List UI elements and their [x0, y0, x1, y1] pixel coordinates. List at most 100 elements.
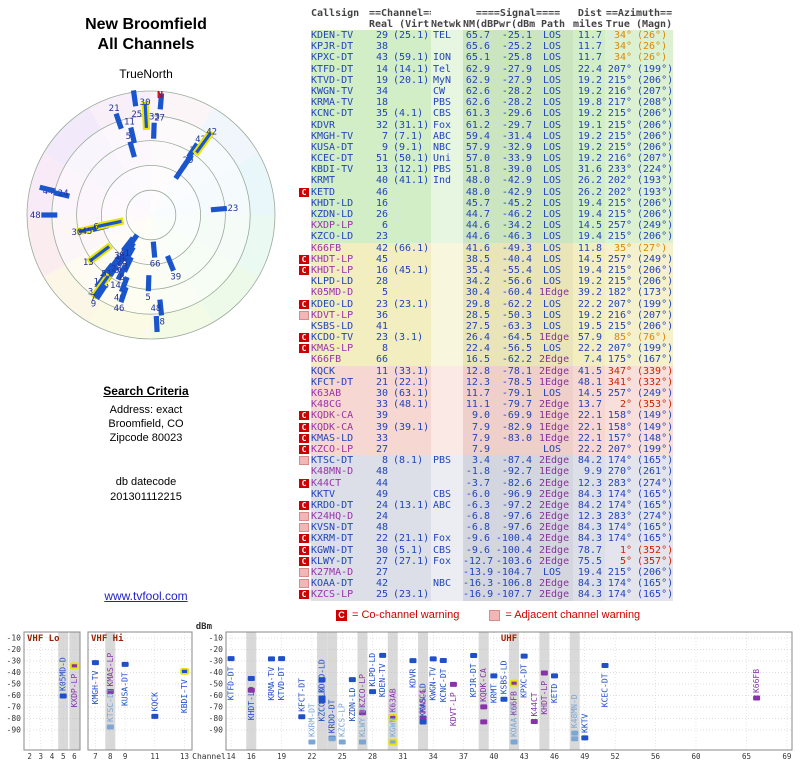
chart-station-label: K63AB [388, 688, 397, 712]
chart-station-label: KXDP-LP [70, 674, 79, 708]
chart-station-bar [247, 687, 255, 693]
table-row: KDVR 32 (31.1) Fox 61.2 -29.7 LOS 19.1 215° (206°… [298, 119, 673, 131]
radar-station-bar [157, 299, 165, 316]
channel-tick-label: 9 [123, 752, 128, 761]
table-row: C KQDK-CA 39 9.0 -69.9 1Edge 22.1 158° (149°) [298, 410, 673, 422]
adjacent-channel-warning-label: = Adjacent channel warning [505, 609, 641, 621]
table-row: KTFD-DT 14 (14.1) Tel 62.9 -27.9 LOS 22.4 207° (1… [298, 63, 673, 75]
chart-station-label: KCNC-DT [439, 668, 448, 702]
co-channel-warning-marker: C [299, 265, 309, 275]
page-subtitle: All Channels [97, 36, 195, 53]
dbm-tick-label: -90 [7, 726, 22, 735]
radar-channel-label: 24 [58, 189, 69, 199]
table-header-row-2: Real (Virt) Netwk NM(dB) Pwr(dBm) Path m… [298, 19, 673, 30]
chart-station-bar [247, 675, 255, 681]
chart-station-bar [379, 652, 387, 658]
radar-station-bar [153, 315, 160, 333]
radar-channel-label: 13 [83, 258, 94, 268]
north-indicator: N [157, 90, 163, 101]
chart-station-label: KDVT-LP [449, 692, 458, 726]
warning-legend: C = Co-channel warning = Adjacent channe… [336, 609, 640, 621]
chart-station-label: KMAS-LP [106, 653, 115, 687]
chart-station-label: KSBS-LD [499, 660, 508, 694]
chart-station-bar [227, 656, 235, 662]
table-row: K48CG 33 (48.1) 11.1 -79.7 2Edge 13.7 2° (353°) [298, 399, 673, 411]
table-row: KZDN-LD 26 44.7 -46.2 LOS 19.4 215° (206°) [298, 209, 673, 221]
chart-station-label: KRMA-TV [267, 667, 276, 701]
chart-station-label: KPJR-DT [469, 663, 478, 697]
chart-station-bar [601, 662, 609, 668]
table-row: C KETD 46 48.0 -42.9 LOS 26.2 202° (193°) [298, 186, 673, 198]
col-header-miles: miles [573, 19, 604, 30]
true-north-label: TrueNorth [119, 67, 173, 81]
radar-channel-label: 27 [154, 113, 165, 123]
results-table: Callsign ==Channel== ====Signal==== Dist… [298, 8, 673, 601]
chart-station-label: KETD [550, 684, 559, 703]
chart-station-bar [388, 738, 398, 746]
col-header-nm: NM(dB) [463, 19, 493, 30]
chart-station-bar [509, 679, 519, 687]
co-channel-stripe [327, 632, 338, 750]
table-row: C KHDT-LP 45 38.5 -40.4 LOS 14.5 257° (249°) [298, 253, 673, 265]
dbm-tick-label: -20 [7, 645, 22, 654]
radar-station-bar [53, 190, 70, 199]
table-row: C KMAS-LD 33 7.9 -83.0 1Edge 22.1 157° (148°) [298, 432, 673, 444]
table-row: KRMT 40 (41.1) Ind 48.0 -42.9 LOS 26.2 202° (193°… [298, 175, 673, 187]
channel-tick-label: 69 [782, 752, 791, 761]
radar-channel-label: 5 [145, 293, 150, 303]
radar-channel-label: 23 [227, 204, 238, 214]
col-header-path: Path [541, 19, 566, 30]
chart-station-label: KDEN-TV [378, 663, 387, 697]
chart-station-bar [298, 714, 306, 720]
radar-channel-label: 41 [119, 249, 130, 259]
dbm-tick-label: -80 [209, 714, 224, 723]
co-channel-warning-marker: C [299, 299, 309, 309]
table-row: KBDI-TV 13 (12.1) PBS 51.8 -39.0 LOS 31.6 233° (2… [298, 164, 673, 176]
table-row: C KQDK-CA 39 (39.1) 7.9 -82.9 1Edge 22.1 158° (14… [298, 421, 673, 433]
radar-channel-label: 21 [109, 104, 120, 114]
table-row: KZCO-LD 23 44.6 -46.3 LOS 19.4 215° (206°) [298, 231, 673, 243]
table-row: K63AB 30 (63.1) 11.7 -79.1 LOS 14.5 257° (249°) [298, 388, 673, 400]
dbm-tick-label: -50 [7, 680, 22, 689]
chart-station-bar [328, 736, 336, 742]
channel-tick-label: 37 [459, 752, 468, 761]
table-row: C KZCS-LP 25 (23.1) -16.9 -107.7 2Edge 84.3 174°… [298, 589, 673, 601]
channel-axis-title: Channel [192, 752, 226, 761]
channel-tick-label: 4 [50, 752, 55, 761]
chart-station-label: KWGN-TV [429, 667, 438, 701]
radar-station-bar [86, 242, 113, 266]
chart-station-bar [348, 677, 356, 683]
radar-station-bar [95, 217, 125, 231]
col-header-netwk: Netwk [431, 19, 462, 30]
chart-station-label: KXRM-DT [307, 703, 316, 737]
dbm-tick-label: -10 [209, 634, 224, 643]
table-row: C KCDO-TV 23 (3.1) 26.4 -64.5 1Edge 57.9 85° (76°… [298, 332, 673, 344]
table-row: K66FB 42 (66.1) 41.6 -49.3 LOS 11.8 35° (27°) [298, 242, 673, 254]
radar-channel-label: 26 [111, 264, 122, 274]
tvfool-link[interactable]: www.tvfool.com [104, 589, 188, 603]
co-channel-warning-marker: C [299, 411, 309, 421]
chart-station-label: KRDO-DT [328, 699, 337, 733]
table-row: C KXRM-DT 22 (21.1) Fox -9.6 -100.4 2Edge 84.3 17… [298, 533, 673, 545]
table-row: KTVD-DT 19 (20.1) MyN 62.9 -27.9 LOS 19.2 215° (2… [298, 74, 673, 86]
chart-station-label: KUSA-DT [121, 672, 130, 706]
channel-tick-label: 22 [307, 752, 316, 761]
radar-station-bar [186, 142, 200, 159]
co-channel-warning-marker: C [299, 500, 309, 510]
channel-tick-label: 2 [27, 752, 32, 761]
radar-station-bar [141, 101, 151, 131]
radar-station-bar [41, 212, 58, 218]
adjacent-channel-warning-icon [489, 609, 501, 621]
dbm-tick-label: -20 [209, 645, 224, 654]
table-row: KOAA-DT 42 NBC -16.3 -106.8 2Edge 84.3 174° (165… [298, 578, 673, 590]
radar-channel-label: 30 [140, 98, 151, 108]
radar-station-bar [113, 112, 124, 130]
chart-station-bar [106, 688, 114, 694]
chart-station-bar [358, 710, 366, 716]
table-row: C KDEO-LD 23 (23.1) 29.8 -62.2 LOS 22.2 207° (199… [298, 298, 673, 310]
channel-tick-label: 3 [39, 752, 44, 761]
co-channel-stripe [478, 632, 489, 750]
co-channel-warning-marker: C [299, 422, 309, 432]
chart-station-bar [419, 715, 427, 721]
